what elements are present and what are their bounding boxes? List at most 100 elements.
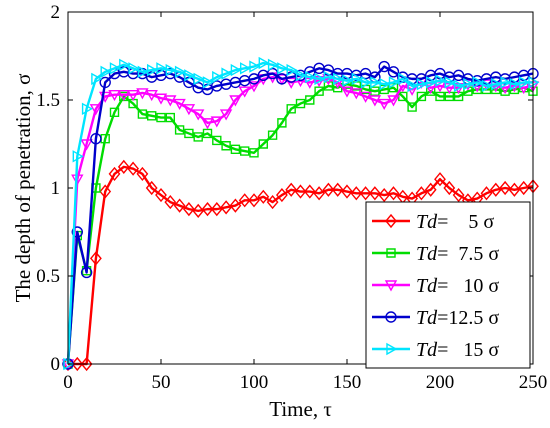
data-point-10 [155,187,167,203]
data-point-32 [360,76,373,89]
data-point-27 [314,72,326,86]
y-axis-label: The depth of penetration, σ [11,74,35,303]
data-point-25 [294,184,307,199]
data-point-40 [434,172,446,187]
data-point-18 [230,63,242,77]
data-point-23 [277,62,289,75]
data-point-4 [100,65,112,79]
data-point-35 [387,95,400,107]
data-point-13 [184,128,194,139]
data-point-31 [351,72,363,86]
data-point-33 [368,186,381,201]
data-point-17 [220,200,233,215]
data-point-31 [350,186,363,201]
data-point-14 [192,109,205,121]
data-point-36 [398,91,408,102]
data-point-37 [407,102,417,112]
data-point-11 [164,194,177,210]
data-point-12 [174,65,187,79]
data-point-23 [277,118,287,128]
data-point-26 [305,95,315,105]
data-point-42 [452,187,465,203]
data-point-14 [192,203,205,218]
data-point-legend [386,248,396,258]
data-point-3 [90,133,102,145]
data-point-10 [156,112,166,123]
data-point-legend [384,280,398,292]
data-point-41 [443,180,456,196]
legend-label-rest: =12.5 σ [437,307,499,329]
data-point-20 [248,193,260,208]
data-point-1 [71,356,84,372]
data-point-20 [249,148,259,158]
data-point-16 [210,202,223,217]
data-point-13 [182,104,196,116]
data-point-43 [463,77,475,91]
data-point-32 [359,186,372,201]
legend-entry-2: Td= 7.5 σ [372,243,499,265]
legend-label-prefix: Td [416,243,438,265]
data-point-1 [72,150,84,163]
data-point-16 [210,116,223,128]
data-point-3 [89,104,103,116]
data-point-9 [145,180,158,196]
data-point-38 [416,91,427,102]
data-point-18 [229,95,242,107]
data-point-15 [202,76,214,89]
data-point-49 [519,76,531,89]
data-point-34 [379,77,391,91]
data-point-24 [286,63,298,77]
data-point-40 [435,74,447,87]
data-point-38 [416,77,428,91]
data-point-25 [295,98,306,109]
data-point-35 [387,66,400,78]
data-point-21 [258,56,270,70]
data-point-48 [509,77,521,91]
data-point-6 [117,90,130,102]
y-tick-label: 2 [51,2,61,23]
x-tick-label: 200 [426,372,455,393]
data-point-7 [128,98,138,109]
data-point-26 [305,70,317,84]
series-line [66,82,534,365]
data-point-6 [117,159,130,174]
data-point-24 [285,77,298,89]
legend-entry-4: Td=12.5 σ [372,307,499,329]
legend-label: Td= 7.5 σ [416,243,499,265]
x-tick-label: 250 [519,372,548,393]
data-point-27 [313,186,326,201]
axes: 0 50 100 150 200 250 0 0.5 1 1.5 2 [36,2,547,393]
data-point-39 [426,76,438,89]
data-point-10 [154,93,168,105]
data-point-19 [239,62,252,75]
data-point-6 [119,58,131,71]
data-point-26 [303,184,316,199]
data-point-44 [472,76,484,89]
data-point-41 [444,76,456,89]
data-point-45 [481,79,493,93]
data-point-22 [267,130,278,140]
data-point-8 [137,109,148,119]
data-point-40 [435,91,445,102]
data-point-legend [385,213,397,229]
data-point-28 [323,70,335,84]
data-point-5 [108,166,121,182]
legend-label-rest: = 10 σ [437,275,499,297]
data-point-2 [80,266,93,279]
data-point-34 [378,187,391,203]
data-point-35 [387,186,400,201]
data-point-4 [99,184,112,199]
data-point-41 [444,91,454,102]
data-point-2 [80,139,93,151]
data-point-20 [247,81,261,93]
data-point-25 [295,69,307,82]
data-point-39 [424,182,437,197]
data-point-4 [99,76,111,89]
legend: Td= 5 σTd= 7.5 σTd= 10 σTd=12.5 σTd= 15 … [365,201,531,369]
data-point-12 [174,125,185,135]
data-point-33 [370,76,382,89]
data-point-2 [80,356,93,372]
data-point-legend [386,342,398,356]
data-point-14 [193,72,205,86]
